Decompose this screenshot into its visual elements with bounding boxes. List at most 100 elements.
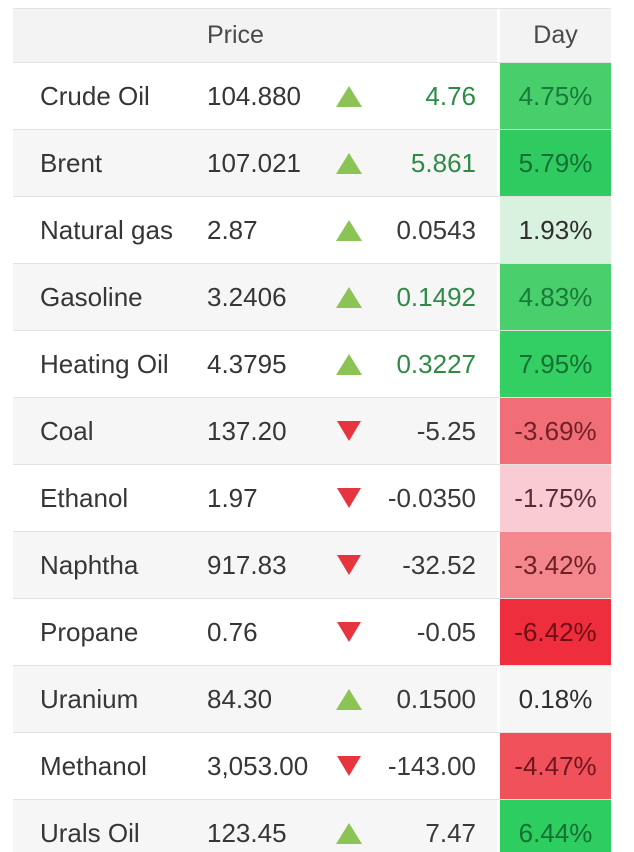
day-percent-value: 0.18% bbox=[518, 683, 593, 714]
instrument-name: Naphtha bbox=[40, 549, 139, 580]
cell-gap bbox=[482, 130, 497, 196]
day-percent-value: -3.69% bbox=[514, 415, 597, 446]
instrument-name: Heating Oil bbox=[40, 348, 169, 379]
instrument-name: Ethanol bbox=[40, 482, 129, 513]
table-row[interactable]: Gasoline 3.2406 0.1492 4.83% bbox=[13, 264, 611, 331]
cell-gap bbox=[482, 264, 497, 330]
day-percent-value: -3.42% bbox=[514, 549, 597, 580]
cell-gap bbox=[482, 331, 497, 397]
table-header: Price Day bbox=[13, 8, 611, 63]
commodities-table: Price Day Crude Oil 104.880 4.76 4.75% B… bbox=[13, 8, 611, 852]
triangle-up-icon bbox=[336, 152, 362, 174]
day-percent-value: 1.93% bbox=[518, 214, 593, 245]
day-percent-value: -1.75% bbox=[514, 482, 597, 513]
day-percent-cell: -6.42% bbox=[497, 599, 611, 665]
change-value: 0.0543 bbox=[396, 214, 476, 245]
cell-gap bbox=[482, 733, 497, 799]
instrument-name: Urals Oil bbox=[40, 817, 140, 848]
triangle-up-icon bbox=[336, 353, 362, 375]
table-row[interactable]: Urals Oil 123.45 7.47 6.44% bbox=[13, 800, 611, 852]
cell-gap bbox=[482, 800, 497, 852]
day-percent-cell: -3.69% bbox=[497, 398, 611, 464]
instrument-name: Brent bbox=[40, 147, 103, 178]
day-percent-value: 7.95% bbox=[518, 348, 593, 379]
instrument-name: Natural gas bbox=[40, 214, 173, 245]
instrument-name: Propane bbox=[40, 616, 139, 647]
triangle-up-icon bbox=[336, 286, 362, 308]
triangle-up-icon bbox=[336, 85, 362, 107]
change-value: 0.1492 bbox=[396, 281, 476, 312]
change-value: 7.47 bbox=[425, 817, 476, 848]
cell-gap bbox=[482, 197, 497, 263]
price-value: 1.97 bbox=[207, 482, 258, 513]
day-percent-cell: 4.83% bbox=[497, 264, 611, 330]
table-body: Crude Oil 104.880 4.76 4.75% Brent 107.0… bbox=[13, 63, 611, 852]
day-percent-cell: -1.75% bbox=[497, 465, 611, 531]
change-value: 0.3227 bbox=[396, 348, 476, 379]
price-value: 3,053.00 bbox=[207, 750, 309, 781]
cell-gap bbox=[482, 398, 497, 464]
triangle-down-icon bbox=[337, 488, 361, 508]
price-value: 137.20 bbox=[207, 415, 287, 446]
column-header-price[interactable]: Price bbox=[207, 21, 264, 49]
triangle-down-icon bbox=[337, 555, 361, 575]
instrument-name: Methanol bbox=[40, 750, 147, 781]
table-row[interactable]: Naphtha 917.83 -32.52 -3.42% bbox=[13, 532, 611, 599]
price-value: 104.880 bbox=[207, 80, 301, 111]
table-row[interactable]: Coal 137.20 -5.25 -3.69% bbox=[13, 398, 611, 465]
day-percent-cell: 6.44% bbox=[497, 800, 611, 852]
cell-gap bbox=[482, 63, 497, 129]
triangle-down-icon bbox=[337, 421, 361, 441]
triangle-up-icon bbox=[336, 219, 362, 241]
day-percent-cell: 4.75% bbox=[497, 63, 611, 129]
instrument-name: Uranium bbox=[40, 683, 139, 714]
price-value: 123.45 bbox=[207, 817, 287, 848]
instrument-name: Gasoline bbox=[40, 281, 143, 312]
table-row[interactable]: Natural gas 2.87 0.0543 1.93% bbox=[13, 197, 611, 264]
header-spacer-arrow bbox=[330, 9, 368, 62]
table-row[interactable]: Propane 0.76 -0.05 -6.42% bbox=[13, 599, 611, 666]
day-percent-value: 5.79% bbox=[518, 147, 593, 178]
price-value: 4.3795 bbox=[207, 348, 287, 379]
instrument-name: Coal bbox=[40, 415, 94, 446]
column-header-day[interactable]: Day bbox=[497, 9, 611, 62]
change-value: -0.05 bbox=[416, 616, 476, 647]
change-value: 4.76 bbox=[425, 80, 476, 111]
day-percent-cell: -3.42% bbox=[497, 532, 611, 598]
change-value: -5.25 bbox=[416, 415, 476, 446]
day-percent-value: 4.75% bbox=[518, 80, 593, 111]
triangle-up-icon bbox=[336, 688, 362, 710]
table-row[interactable]: Heating Oil 4.3795 0.3227 7.95% bbox=[13, 331, 611, 398]
day-percent-value: 4.83% bbox=[518, 281, 593, 312]
table-row[interactable]: Ethanol 1.97 -0.0350 -1.75% bbox=[13, 465, 611, 532]
day-percent-cell: 1.93% bbox=[497, 197, 611, 263]
table-row[interactable]: Uranium 84.30 0.1500 0.18% bbox=[13, 666, 611, 733]
day-percent-value: -6.42% bbox=[514, 616, 597, 647]
cell-gap bbox=[482, 532, 497, 598]
change-value: -32.52 bbox=[402, 549, 476, 580]
change-value: 5.861 bbox=[410, 147, 476, 178]
day-percent-value: -4.47% bbox=[514, 750, 597, 781]
price-value: 3.2406 bbox=[207, 281, 287, 312]
change-value: -143.00 bbox=[387, 750, 476, 781]
triangle-up-icon bbox=[336, 822, 362, 844]
cell-gap bbox=[482, 666, 497, 732]
day-percent-cell: 7.95% bbox=[497, 331, 611, 397]
day-percent-cell: -4.47% bbox=[497, 733, 611, 799]
price-value: 2.87 bbox=[207, 214, 258, 245]
table-row[interactable]: Brent 107.021 5.861 5.79% bbox=[13, 130, 611, 197]
header-spacer-gap bbox=[482, 9, 497, 62]
triangle-down-icon bbox=[337, 622, 361, 642]
table-row[interactable]: Methanol 3,053.00 -143.00 -4.47% bbox=[13, 733, 611, 800]
cell-gap bbox=[482, 465, 497, 531]
change-value: -0.0350 bbox=[387, 482, 476, 513]
price-value: 107.021 bbox=[207, 147, 301, 178]
change-value: 0.1500 bbox=[396, 683, 476, 714]
price-value: 917.83 bbox=[207, 549, 287, 580]
column-header-instrument bbox=[13, 9, 200, 62]
price-value: 0.76 bbox=[207, 616, 258, 647]
cell-gap bbox=[482, 599, 497, 665]
price-value: 84.30 bbox=[207, 683, 273, 714]
table-row[interactable]: Crude Oil 104.880 4.76 4.75% bbox=[13, 63, 611, 130]
instrument-name: Crude Oil bbox=[40, 80, 150, 111]
